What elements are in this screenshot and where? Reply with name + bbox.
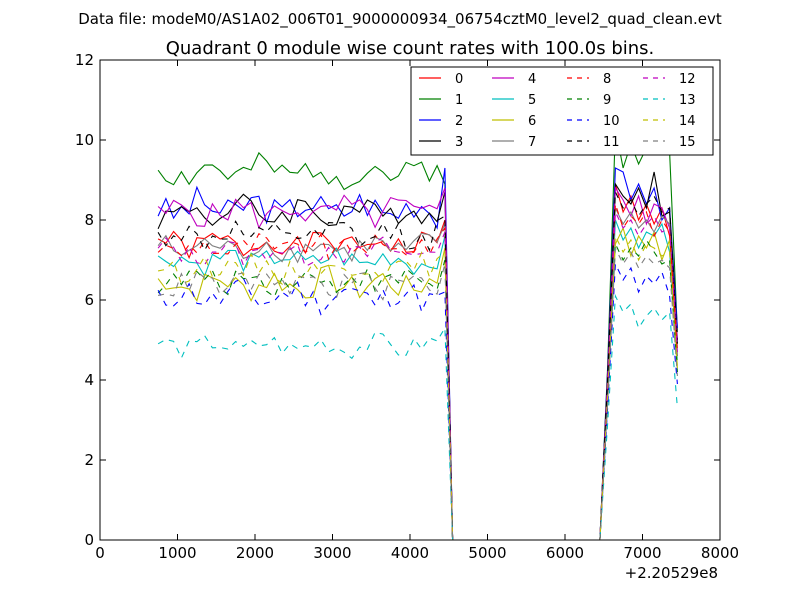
series-line-12 xyxy=(157,211,678,540)
legend-label-9: 9 xyxy=(603,93,611,108)
legend-label-14: 14 xyxy=(679,114,696,129)
legend-label-13: 13 xyxy=(679,93,696,108)
data-file-label: Data file: modeM0/AS1A02_006T01_90000009… xyxy=(78,10,722,29)
legend-label-15: 15 xyxy=(679,135,696,150)
legend-label-8: 8 xyxy=(603,72,611,87)
x-axis-tick-labels: 0 1000 2000 3000 4000 5000 6000 7000 8000 xyxy=(95,544,739,562)
y-tick-label: 8 xyxy=(84,211,94,229)
series-line-6 xyxy=(157,226,678,540)
x-tick-label: 6000 xyxy=(546,544,584,562)
x-tick-label: 0 xyxy=(95,544,105,562)
series-line-4 xyxy=(157,186,678,540)
series-line-13 xyxy=(157,293,678,540)
x-tick-label: 4000 xyxy=(391,544,429,562)
x-tick-label: 3000 xyxy=(313,544,351,562)
series-line-3 xyxy=(157,171,678,540)
legend-label-5: 5 xyxy=(528,93,536,108)
legend-label-11: 11 xyxy=(603,135,620,150)
x-tick-label: 8000 xyxy=(701,544,739,562)
y-tick-label: 12 xyxy=(75,51,94,69)
y-tick-label: 6 xyxy=(84,291,94,309)
legend-label-6: 6 xyxy=(528,114,536,129)
y-tick-label: 10 xyxy=(75,131,94,149)
x-tick-label: 7000 xyxy=(623,544,661,562)
series-line-9 xyxy=(157,238,678,540)
chart-title: Quadrant 0 module wise count rates with … xyxy=(166,38,655,59)
x-axis-offset-label: +2.20529e8 xyxy=(625,564,718,582)
series-layer xyxy=(157,127,678,540)
legend-label-4: 4 xyxy=(528,72,536,87)
series-line-1 xyxy=(157,127,678,540)
legend-label-7: 7 xyxy=(528,135,536,150)
legend-box xyxy=(410,66,714,156)
x-tick-label: 1000 xyxy=(158,544,196,562)
legend-label-10: 10 xyxy=(603,114,620,129)
series-line-11 xyxy=(157,191,678,540)
series-line-2 xyxy=(157,167,678,540)
series-line-10 xyxy=(157,263,678,540)
series-line-5 xyxy=(157,219,678,540)
series-line-7 xyxy=(157,207,678,540)
y-tick-label: 4 xyxy=(84,371,94,389)
series-line-0 xyxy=(157,183,678,540)
x-tick-label: 2000 xyxy=(236,544,274,562)
legend-label-2: 2 xyxy=(455,114,463,129)
y-tick-label: 0 xyxy=(84,531,94,549)
series-line-8 xyxy=(157,203,678,540)
legend-label-3: 3 xyxy=(455,135,463,150)
legend-label-1: 1 xyxy=(455,93,463,108)
legend-label-0: 0 xyxy=(455,72,463,87)
plot-frame xyxy=(99,59,721,541)
y-axis-tick-labels: 0 2 4 6 8 10 12 xyxy=(75,51,94,549)
y-tick-label: 2 xyxy=(84,451,94,469)
legend-label-12: 12 xyxy=(679,72,696,87)
x-tick-label: 5000 xyxy=(468,544,506,562)
